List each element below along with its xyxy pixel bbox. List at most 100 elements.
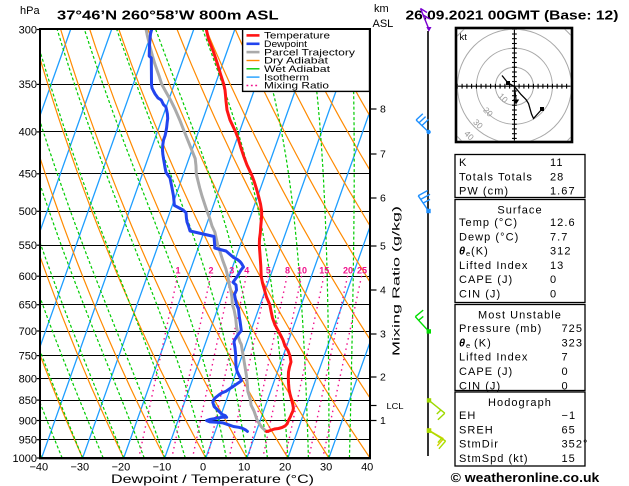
svg-text:7: 7 <box>380 149 386 161</box>
svg-text:Lifted Index: Lifted Index <box>459 352 528 364</box>
svg-text:12.6: 12.6 <box>550 217 576 229</box>
svg-text:−30: −30 <box>70 462 89 474</box>
svg-text:Wet Adiabat: Wet Adiabat <box>264 64 330 75</box>
svg-text:Isotherm: Isotherm <box>264 72 309 83</box>
svg-text:350: 350 <box>19 79 37 91</box>
svg-text:(K): (K) <box>471 246 489 258</box>
svg-text:7.7: 7.7 <box>550 231 568 243</box>
svg-text:30: 30 <box>320 462 332 474</box>
svg-text:40: 40 <box>361 462 373 474</box>
svg-text:650: 650 <box>19 300 37 312</box>
svg-text:65: 65 <box>562 424 576 436</box>
svg-text:Temperature: Temperature <box>264 31 330 42</box>
svg-text:323: 323 <box>562 337 584 349</box>
svg-text:Mixing Ratio: Mixing Ratio <box>264 81 329 92</box>
svg-text:Temp (°C): Temp (°C) <box>459 217 518 229</box>
svg-text:0: 0 <box>200 462 206 474</box>
svg-text:(K): (K) <box>474 337 492 349</box>
svg-text:2: 2 <box>208 266 213 276</box>
svg-text:20: 20 <box>279 462 291 474</box>
svg-text:500: 500 <box>19 206 37 218</box>
svg-text:CIN (J): CIN (J) <box>459 380 501 392</box>
svg-text:11: 11 <box>550 157 564 169</box>
svg-text:Totals Totals: Totals Totals <box>459 171 533 183</box>
svg-text:θ: θ <box>459 246 466 258</box>
svg-text:Lifted Index: Lifted Index <box>459 260 528 272</box>
svg-text:θ: θ <box>459 337 466 349</box>
svg-text:20: 20 <box>343 266 353 276</box>
svg-text:15: 15 <box>319 266 329 276</box>
svg-text:e: e <box>466 249 471 258</box>
svg-text:26.09.2021 00GMT (Base: 12): 26.09.2021 00GMT (Base: 12) <box>406 8 619 23</box>
svg-text:15: 15 <box>562 453 576 465</box>
svg-text:Mixing Ratio (g/kg): Mixing Ratio (g/kg) <box>391 206 403 356</box>
svg-text:25: 25 <box>357 266 367 276</box>
svg-text:Dewpoint / Temperature (°C): Dewpoint / Temperature (°C) <box>111 472 314 486</box>
svg-text:0: 0 <box>550 274 557 286</box>
svg-text:725: 725 <box>562 323 584 335</box>
svg-text:600: 600 <box>19 271 37 283</box>
svg-text:Hodograph: Hodograph <box>488 397 552 409</box>
svg-text:352°: 352° <box>562 439 589 451</box>
svg-text:−40: −40 <box>29 462 48 474</box>
svg-text:km: km <box>374 3 389 15</box>
svg-text:© weatheronline.co.uk: © weatheronline.co.uk <box>451 470 601 485</box>
svg-text:−1: −1 <box>562 410 577 422</box>
svg-text:850: 850 <box>19 395 37 407</box>
svg-text:7: 7 <box>562 352 569 364</box>
svg-text:−20: −20 <box>112 462 131 474</box>
svg-text:1: 1 <box>175 266 180 276</box>
svg-text:8: 8 <box>380 104 386 116</box>
svg-text:750: 750 <box>19 350 37 362</box>
svg-text:28: 28 <box>550 171 564 183</box>
svg-text:1.67: 1.67 <box>550 186 576 198</box>
svg-text:hPa: hPa <box>20 5 40 17</box>
svg-text:1000: 1000 <box>13 453 37 465</box>
svg-text:800: 800 <box>19 373 37 385</box>
svg-text:10: 10 <box>238 462 250 474</box>
svg-text:400: 400 <box>19 127 37 139</box>
svg-text:K: K <box>459 157 467 169</box>
svg-text:Surface: Surface <box>497 205 542 217</box>
svg-text:550: 550 <box>19 240 37 252</box>
svg-text:LCL: LCL <box>387 401 404 411</box>
svg-text:CAPE (J): CAPE (J) <box>459 274 513 286</box>
svg-text:312: 312 <box>550 246 572 258</box>
svg-text:5: 5 <box>266 266 271 276</box>
svg-text:4: 4 <box>380 285 386 297</box>
svg-text:0: 0 <box>562 366 569 378</box>
svg-text:3: 3 <box>229 266 234 276</box>
svg-text:Most Unstable: Most Unstable <box>478 310 562 322</box>
svg-text:−10: −10 <box>153 462 172 474</box>
svg-text:PW (cm): PW (cm) <box>459 186 509 198</box>
svg-text:8: 8 <box>285 266 290 276</box>
svg-text:SREH: SREH <box>459 424 494 436</box>
svg-text:e: e <box>466 341 471 350</box>
svg-text:13: 13 <box>550 260 564 272</box>
svg-text:3: 3 <box>380 329 386 341</box>
svg-text:10: 10 <box>297 266 307 276</box>
svg-text:Dewp (°C): Dewp (°C) <box>459 231 519 243</box>
svg-text:37°46’N 260°58’W 800m ASL: 37°46’N 260°58’W 800m ASL <box>57 8 279 23</box>
svg-text:Pressure (mb): Pressure (mb) <box>459 323 542 335</box>
svg-text:Dry Adiabat: Dry Adiabat <box>264 56 328 67</box>
svg-text:900: 900 <box>19 415 37 427</box>
svg-text:CIN (J): CIN (J) <box>459 289 501 301</box>
svg-text:CAPE (J): CAPE (J) <box>459 366 513 378</box>
svg-text:0: 0 <box>550 289 557 301</box>
svg-text:Dewpoint: Dewpoint <box>264 39 307 50</box>
svg-text:700: 700 <box>19 326 37 338</box>
svg-text:EH: EH <box>459 410 476 422</box>
svg-text:300: 300 <box>19 24 37 36</box>
svg-text:StmDir: StmDir <box>459 439 499 451</box>
svg-text:kt: kt <box>460 32 468 43</box>
svg-text:950: 950 <box>19 435 37 447</box>
svg-text:2: 2 <box>380 372 386 384</box>
svg-text:1: 1 <box>380 415 386 427</box>
svg-text:ASL: ASL <box>373 18 394 30</box>
svg-text:450: 450 <box>19 169 37 181</box>
svg-text:4: 4 <box>244 266 249 276</box>
svg-text:0: 0 <box>562 380 569 392</box>
svg-text:Parcel Trajectory: Parcel Trajectory <box>264 47 355 58</box>
svg-text:StmSpd (kt): StmSpd (kt) <box>459 453 529 465</box>
